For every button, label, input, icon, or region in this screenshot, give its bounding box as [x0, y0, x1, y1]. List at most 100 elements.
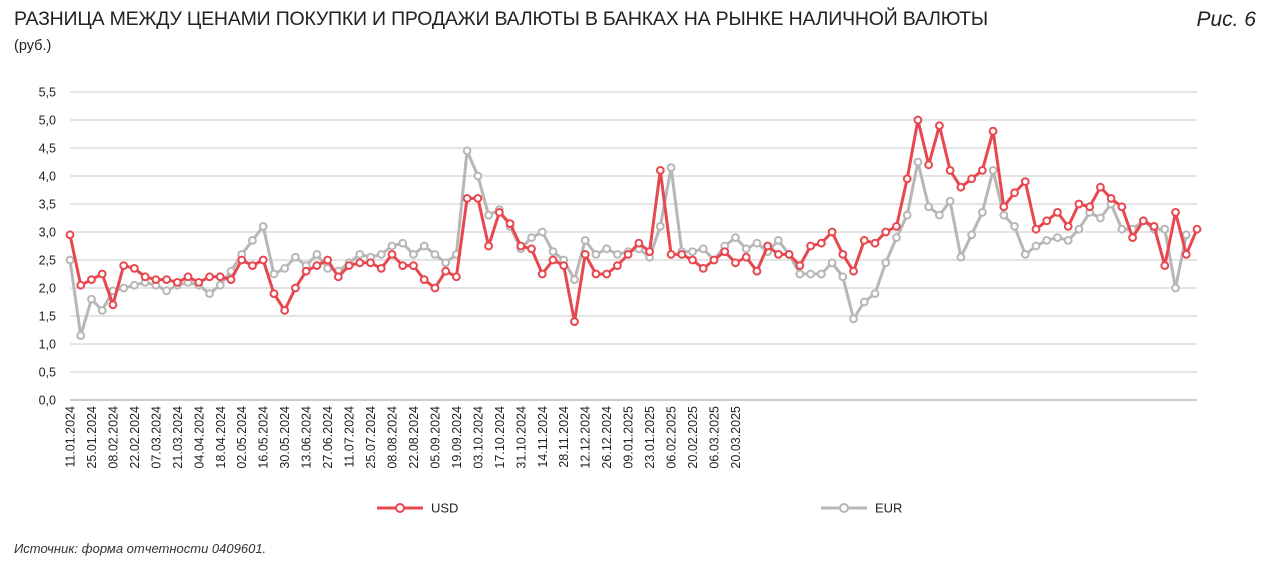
- x-tick-label: 06.03.2025: [708, 406, 722, 469]
- series-line-usd: [68, 118, 1199, 324]
- y-tick-label: 1,5: [39, 310, 56, 324]
- data-point-eur: [548, 247, 558, 257]
- data-point-usd: [537, 269, 547, 279]
- data-point-usd: [977, 166, 987, 175]
- y-axis: 0,0 0,5 1,0 1,5 2,0 2,5 3,0 3,5 4,0 4,5 5,0 5,5: [39, 86, 56, 408]
- data-point-eur: [258, 222, 268, 231]
- x-tick-label: 20.02.2025: [686, 406, 700, 469]
- data-point-usd: [205, 272, 214, 282]
- data-point-eur: [999, 210, 1009, 220]
- y-tick-label: 1,0: [39, 338, 56, 352]
- figure-label: Рис. 6: [1196, 8, 1256, 31]
- data-point-usd: [108, 300, 118, 310]
- data-point-eur: [977, 208, 987, 217]
- data-point-eur: [215, 280, 225, 290]
- data-point-usd: [280, 306, 290, 315]
- data-point-eur: [859, 297, 869, 307]
- y-tick-label: 2,5: [39, 254, 56, 268]
- data-point-usd: [666, 250, 676, 259]
- data-point-usd: [1138, 216, 1148, 226]
- data-point-eur: [1042, 236, 1052, 245]
- data-point-eur: [580, 236, 590, 245]
- data-point-eur: [988, 166, 998, 175]
- x-tick-label: 27.06.2024: [321, 406, 335, 469]
- x-tick-label: 22.02.2024: [128, 406, 142, 469]
- data-point-eur: [527, 233, 536, 243]
- data-point-usd: [1160, 261, 1170, 271]
- data-point-eur: [816, 269, 826, 279]
- data-point-usd: [774, 250, 783, 259]
- data-point-usd: [97, 269, 107, 279]
- data-point-usd: [1010, 188, 1019, 198]
- data-point-usd: [130, 264, 139, 273]
- source-note: Источник: форма отчетности 0409601.: [14, 541, 267, 556]
- data-point-usd: [720, 247, 730, 257]
- data-point-eur: [130, 280, 139, 290]
- data-point-usd: [1181, 250, 1191, 259]
- data-point-usd: [462, 194, 472, 203]
- data-point-usd: [194, 278, 204, 287]
- data-point-eur: [1096, 213, 1105, 223]
- x-tick-label: 03.10.2024: [471, 406, 485, 469]
- unit-label: (руб.): [14, 38, 52, 54]
- data-point-eur: [323, 264, 333, 273]
- data-point-eur: [119, 283, 129, 293]
- data-point-eur: [280, 264, 290, 273]
- x-tick-label: 11.07.2024: [343, 406, 357, 468]
- data-point-eur: [1160, 224, 1170, 234]
- x-axis: 11.01.2024 25.01.2024 08.02.2024 22.02.2024…: [64, 406, 743, 469]
- data-point-usd: [65, 230, 75, 240]
- data-point-usd: [741, 252, 751, 262]
- data-point-usd: [634, 238, 644, 248]
- data-point-usd: [151, 275, 161, 285]
- data-point-eur: [945, 196, 955, 206]
- data-point-usd: [312, 261, 322, 271]
- data-point-usd: [913, 115, 923, 125]
- data-point-usd: [752, 266, 762, 276]
- data-point-usd: [645, 247, 654, 257]
- data-point-usd: [409, 261, 418, 271]
- data-point-eur: [741, 244, 751, 254]
- y-tick-label: 0,5: [39, 366, 56, 380]
- data-point-usd: [248, 261, 257, 271]
- data-point-usd: [441, 266, 451, 276]
- x-tick-label: 25.07.2024: [364, 406, 378, 469]
- data-point-usd: [548, 255, 558, 265]
- data-point-eur: [806, 269, 815, 279]
- data-point-eur: [731, 233, 740, 243]
- data-point-eur: [892, 233, 901, 243]
- data-point-usd: [301, 266, 311, 276]
- data-point-usd: [570, 317, 579, 327]
- data-point-usd: [881, 227, 891, 237]
- data-point-eur: [967, 230, 976, 240]
- data-point-eur: [473, 171, 483, 181]
- data-point-eur: [1117, 224, 1127, 234]
- data-point-usd: [387, 250, 397, 259]
- data-point-usd: [452, 272, 461, 282]
- data-point-usd: [183, 272, 193, 282]
- data-point-eur: [795, 269, 805, 279]
- data-point-usd: [688, 255, 697, 265]
- y-tick-label: 3,5: [39, 198, 56, 212]
- data-point-eur: [398, 238, 408, 248]
- data-point-usd: [677, 250, 687, 259]
- data-point-usd: [484, 241, 494, 251]
- series-layer: [65, 115, 1202, 341]
- x-tick-label: 25.01.2024: [85, 406, 99, 469]
- legend-label-usd: USD: [431, 501, 458, 516]
- data-point-usd: [505, 219, 515, 229]
- data-point-eur: [312, 250, 322, 259]
- data-point-eur: [1171, 283, 1180, 293]
- x-tick-label: 21.03.2024: [171, 406, 185, 469]
- data-point-usd: [709, 255, 719, 265]
- data-point-usd: [398, 261, 408, 271]
- data-point-eur: [291, 252, 300, 262]
- x-tick-label: 17.10.2024: [493, 406, 507, 469]
- data-point-eur: [409, 250, 418, 259]
- data-point-usd: [162, 275, 172, 285]
- x-tick-label: 20.03.2025: [729, 406, 743, 469]
- data-point-usd: [1053, 208, 1062, 217]
- data-point-usd: [258, 255, 268, 265]
- data-point-usd: [827, 227, 837, 237]
